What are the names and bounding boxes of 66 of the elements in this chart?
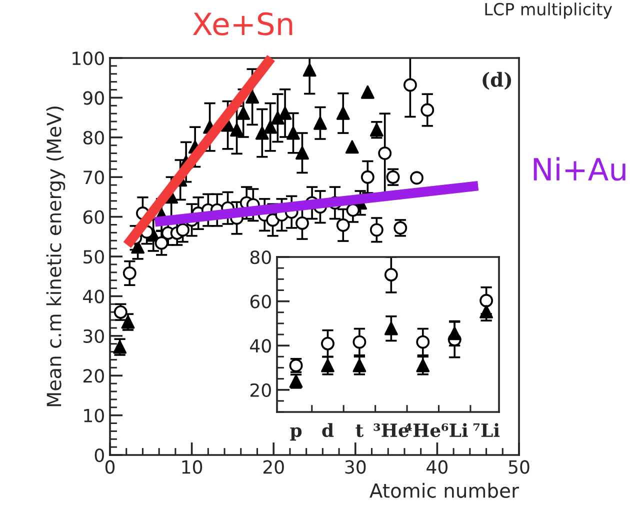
series-label: Ni+Au	[534, 157, 626, 181]
point	[480, 304, 494, 318]
point	[230, 123, 244, 137]
point	[420, 103, 434, 117]
point	[345, 140, 359, 154]
point	[384, 322, 398, 336]
point	[246, 90, 260, 104]
point	[360, 85, 374, 99]
annotation: (d)	[482, 72, 512, 90]
y-tick-label: 80	[83, 130, 104, 145]
chart-title: LCP multiplicity	[485, 2, 612, 19]
point	[410, 171, 424, 185]
point	[264, 120, 278, 134]
point	[154, 236, 168, 250]
y-tick-label: 70	[84, 170, 104, 184]
y-tick-label: 80	[250, 250, 271, 264]
point	[416, 335, 430, 349]
point	[314, 116, 327, 130]
y-tick-label: 40	[83, 290, 104, 304]
y-tick-label: 50	[84, 250, 104, 264]
series-label: Xe+Sn	[192, 12, 292, 36]
x-tick-label: 0	[105, 460, 115, 474]
x-tick-label: 30	[345, 460, 366, 474]
y-tick-label: 40	[250, 339, 271, 353]
x-tick-label: t	[356, 424, 364, 438]
point	[480, 294, 494, 308]
point	[352, 335, 366, 349]
x-tick-label: 50	[508, 460, 530, 474]
x-tick-label: 10	[182, 460, 202, 474]
x-axis-title: Atomic number	[370, 482, 519, 498]
point	[378, 146, 392, 160]
point	[448, 326, 462, 340]
point	[403, 78, 417, 92]
y-tick-label: 20	[83, 369, 104, 383]
point	[336, 218, 350, 232]
point	[336, 106, 350, 120]
point	[286, 126, 300, 140]
point	[296, 146, 309, 160]
y-tick-label: 10	[84, 408, 104, 422]
point	[296, 216, 309, 230]
point	[302, 63, 316, 77]
y-tick-label: 20	[250, 383, 271, 397]
point	[346, 203, 360, 217]
y-tick-label: 30	[84, 329, 104, 344]
y-tick-label: 60	[250, 294, 271, 308]
x-tick-label: ⁷Li	[473, 423, 500, 437]
x-tick-label: ⁶Li	[442, 423, 468, 437]
y-tick-label: 60	[83, 210, 104, 224]
y-tick-label: 100	[72, 51, 104, 66]
point	[255, 126, 269, 140]
point	[176, 223, 190, 237]
point	[236, 106, 250, 120]
x-tick-label: 40	[426, 460, 448, 474]
y-axis-title: Mean c.m kinetic energy (MeV)	[46, 106, 66, 406]
y-tick-label: 0	[94, 448, 104, 462]
x-tick-label: 20	[263, 460, 284, 474]
point	[278, 106, 292, 120]
point	[270, 111, 284, 125]
point	[384, 268, 398, 282]
point	[321, 336, 334, 350]
point	[360, 170, 374, 184]
point	[122, 266, 136, 280]
x-tick-label: p	[290, 427, 302, 441]
x-tick-label: d	[322, 423, 334, 438]
point	[370, 223, 384, 237]
y-tick-label: 90	[83, 91, 104, 105]
